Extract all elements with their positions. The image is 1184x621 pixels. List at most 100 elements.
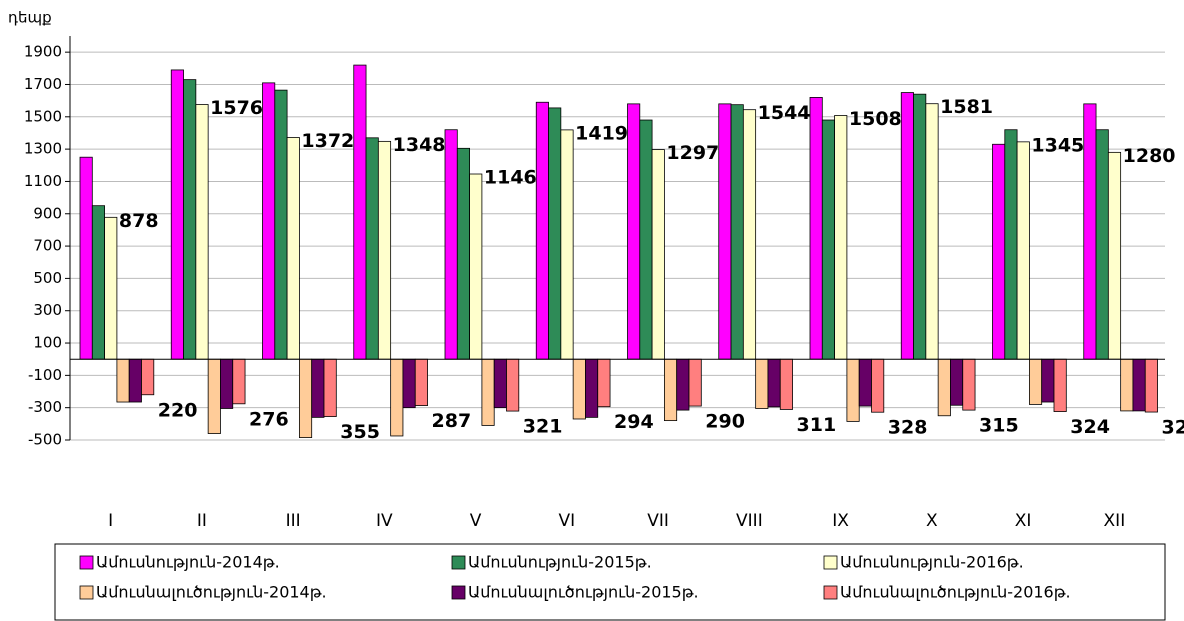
bar xyxy=(286,137,300,360)
bar xyxy=(858,358,872,407)
value-label: 1345 xyxy=(1031,134,1084,156)
value-label: 290 xyxy=(705,411,745,433)
bar xyxy=(444,129,458,360)
bar xyxy=(262,82,276,360)
y-axis-title: դեպք xyxy=(8,9,52,27)
value-label: 1280 xyxy=(1123,145,1176,167)
y-tick-label: 1500 xyxy=(24,107,62,125)
x-tick-label: VI xyxy=(559,511,576,531)
y-tick-label: 1900 xyxy=(24,43,62,61)
value-label: 878 xyxy=(119,210,159,232)
bar xyxy=(718,103,732,360)
y-tick-label: -100 xyxy=(28,366,62,384)
legend-box xyxy=(54,543,1166,621)
bar xyxy=(548,107,562,360)
bar xyxy=(298,358,313,438)
bar xyxy=(1095,129,1109,360)
bar xyxy=(1041,358,1055,403)
y-tick-label: 500 xyxy=(33,269,62,287)
value-label: 1146 xyxy=(484,167,537,189)
x-tick-label: VII xyxy=(647,511,669,531)
bar xyxy=(1083,103,1097,360)
y-tick-label: -500 xyxy=(28,431,62,449)
value-label: 276 xyxy=(249,408,289,430)
legend-label: Ամուսնալուծություն-2016թ. xyxy=(840,583,1071,602)
x-tick-label: XI xyxy=(1015,511,1032,531)
bar xyxy=(688,358,702,407)
value-label: 328 xyxy=(888,417,928,439)
bar xyxy=(846,358,860,422)
bar xyxy=(353,64,367,360)
bar xyxy=(767,358,781,408)
value-label: 324 xyxy=(1070,416,1110,438)
bar xyxy=(651,149,665,360)
bar xyxy=(809,97,823,360)
bar xyxy=(377,140,392,360)
x-tick-label: III xyxy=(286,511,301,531)
bar xyxy=(274,89,288,360)
bar xyxy=(913,93,927,360)
bar xyxy=(900,92,914,360)
legend-swatch xyxy=(451,555,466,570)
bar xyxy=(1144,358,1158,413)
value-label: 321 xyxy=(523,416,563,438)
bar xyxy=(1132,358,1146,412)
legend-swatch xyxy=(823,585,838,600)
value-label: 1348 xyxy=(393,134,446,156)
bar xyxy=(493,358,507,409)
legend-swatch xyxy=(451,585,466,600)
value-label: 1419 xyxy=(575,122,628,144)
bar xyxy=(79,156,93,360)
legend-label: Ամուսնություն-2016թ. xyxy=(840,553,1024,572)
bar xyxy=(834,115,848,360)
value-label: 1544 xyxy=(758,102,811,124)
bar xyxy=(821,119,835,360)
y-tick-label: 700 xyxy=(33,237,62,255)
bar xyxy=(992,143,1006,360)
bar xyxy=(1107,151,1122,360)
value-label: 1508 xyxy=(849,108,902,130)
y-tick-label: -300 xyxy=(28,398,62,416)
bar xyxy=(1016,141,1030,360)
value-label: 315 xyxy=(979,415,1019,437)
bar xyxy=(627,103,641,360)
bar xyxy=(755,358,769,409)
bar xyxy=(597,358,611,408)
bar xyxy=(950,358,964,406)
bar xyxy=(730,104,744,360)
bar xyxy=(535,101,549,360)
bar xyxy=(91,205,106,360)
legend-label: Ամուսնալուծություն-2015թ. xyxy=(468,583,699,602)
bar xyxy=(402,358,416,409)
bar xyxy=(104,216,118,360)
bar xyxy=(390,358,404,437)
bar xyxy=(481,358,495,426)
y-tick-label: 1300 xyxy=(24,140,62,158)
x-tick-label: II xyxy=(197,511,207,531)
bar xyxy=(1120,358,1134,412)
bar xyxy=(323,358,337,417)
value-label: 1581 xyxy=(940,96,993,118)
y-tick-label: 300 xyxy=(33,301,62,319)
legend-label: Ամուսնալուծություն-2014թ. xyxy=(96,583,327,602)
bar xyxy=(664,358,678,422)
y-tick-label: 900 xyxy=(33,204,62,222)
bar xyxy=(207,358,221,434)
legend-swatch xyxy=(823,555,838,570)
bar xyxy=(925,103,939,360)
value-label: 327 xyxy=(1162,417,1184,439)
bar xyxy=(414,358,428,406)
bar xyxy=(506,358,520,412)
y-tick-label: 1100 xyxy=(24,172,62,190)
value-label: 1372 xyxy=(301,130,354,152)
bar xyxy=(560,129,574,360)
legend-label: Ամուսնություն-2015թ. xyxy=(468,553,652,572)
value-label: 287 xyxy=(432,410,472,432)
x-tick-label: XII xyxy=(1104,511,1126,531)
legend-label: Ամուսնություն-2014թ. xyxy=(96,553,280,572)
value-label: 1297 xyxy=(666,142,719,164)
bar xyxy=(572,358,586,420)
legend-swatch xyxy=(79,585,94,600)
bar xyxy=(141,358,155,396)
value-label: 311 xyxy=(797,414,837,436)
